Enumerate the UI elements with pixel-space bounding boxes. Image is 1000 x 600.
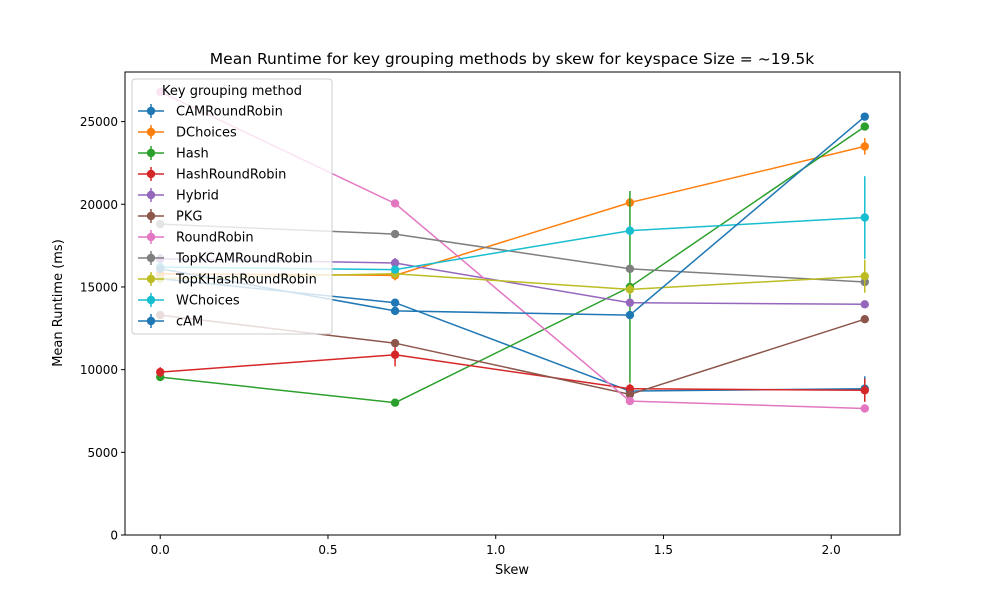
y-tick-label: 0 (110, 529, 118, 543)
legend-marker (146, 211, 156, 221)
legend-marker (146, 106, 156, 116)
legend-marker (146, 295, 156, 305)
x-tick-label: 0.0 (151, 543, 170, 557)
data-point (390, 265, 400, 274)
legend-label: DChoices (176, 126, 237, 141)
x-tick-label: 1.0 (486, 543, 505, 557)
legend-label: WChoices (176, 294, 240, 309)
y-tick-label: 10000 (80, 363, 118, 377)
legend-marker (146, 316, 156, 326)
data-point (860, 272, 869, 281)
legend-item: Hybrid (138, 188, 219, 204)
legend-item: TopKHashRoundRobin (138, 272, 317, 288)
series-line (160, 125, 866, 404)
legend-label: PKG (176, 210, 202, 225)
data-point (625, 226, 635, 235)
data-point (390, 258, 400, 268)
data-point (860, 404, 869, 413)
legend-marker (146, 274, 156, 284)
series-line (160, 354, 865, 392)
legend-item: HashRoundRobin (138, 167, 286, 183)
y-tick-label: 20000 (80, 198, 118, 212)
data-point (625, 285, 635, 294)
legend-label: CAMRoundRobin (176, 105, 283, 120)
data-point (390, 338, 400, 348)
data-point (390, 229, 400, 239)
legend-item: TopKCAMRoundRobin (138, 251, 313, 267)
data-point (860, 213, 869, 222)
data-point (625, 264, 635, 273)
data-point (625, 390, 635, 399)
x-axis-label: Skew (495, 563, 529, 578)
legend-label: Hybrid (176, 189, 219, 204)
legend-title: Key grouping method (162, 84, 302, 99)
legend-item: Hash (138, 146, 209, 162)
legend-item: WChoices (138, 293, 240, 309)
legend-item: PKG (138, 209, 202, 225)
legend-item: CAMRoundRobin (138, 104, 283, 120)
axes-frame (124, 71, 901, 536)
data-point (390, 398, 400, 407)
data-point (860, 122, 869, 131)
y-tick-label: 25000 (80, 115, 118, 129)
legend-marker (146, 148, 156, 158)
legend-item: RoundRobin (138, 230, 254, 246)
legend-label: TopKHashRoundRobin (175, 273, 317, 288)
data-point (860, 315, 869, 324)
legend-marker (146, 232, 156, 242)
x-tick-label: 1.5 (654, 543, 673, 557)
data-point (860, 142, 869, 151)
legend-marker (146, 127, 156, 137)
data-point (860, 386, 869, 395)
legend-item: cAM (138, 314, 203, 330)
legend-marker (146, 190, 156, 200)
legend-marker (146, 253, 156, 263)
plot-area (124, 71, 901, 536)
legend-label: cAM (176, 315, 203, 330)
series-HashRoundRobin (156, 343, 869, 402)
data-point (860, 300, 869, 309)
legend: Key grouping method CAMRoundRobin DChoice… (131, 78, 333, 335)
data-point (625, 384, 635, 393)
legend-item: DChoices (138, 125, 237, 141)
x-tick-label: 2.0 (822, 543, 841, 557)
y-axis-label: Mean Runtime (ms) (51, 239, 66, 367)
chart-title: Mean Runtime for key grouping methods by… (210, 50, 814, 68)
legend-box (131, 78, 333, 335)
x-axis: 0.0 0.5 1.0 1.5 2.0 (151, 535, 841, 557)
legend-label: TopKCAMRoundRobin (175, 252, 313, 267)
legend-marker (146, 169, 156, 179)
y-axis: 0 5000 10000 15000 20000 25000 (80, 115, 125, 543)
legend-label: HashRoundRobin (176, 168, 286, 183)
data-point (625, 298, 635, 307)
legend-label: Hash (176, 147, 209, 162)
data-point (625, 310, 635, 320)
data-point (390, 199, 400, 208)
data-point (860, 112, 869, 121)
legend-label: RoundRobin (176, 231, 254, 246)
data-point (390, 350, 400, 359)
data-point (156, 367, 165, 377)
y-tick-label: 15000 (80, 280, 118, 294)
y-tick-label: 5000 (87, 446, 118, 460)
data-point (390, 298, 400, 307)
data-point (625, 396, 635, 406)
x-tick-label: 0.5 (318, 543, 337, 557)
data-point (390, 306, 400, 316)
